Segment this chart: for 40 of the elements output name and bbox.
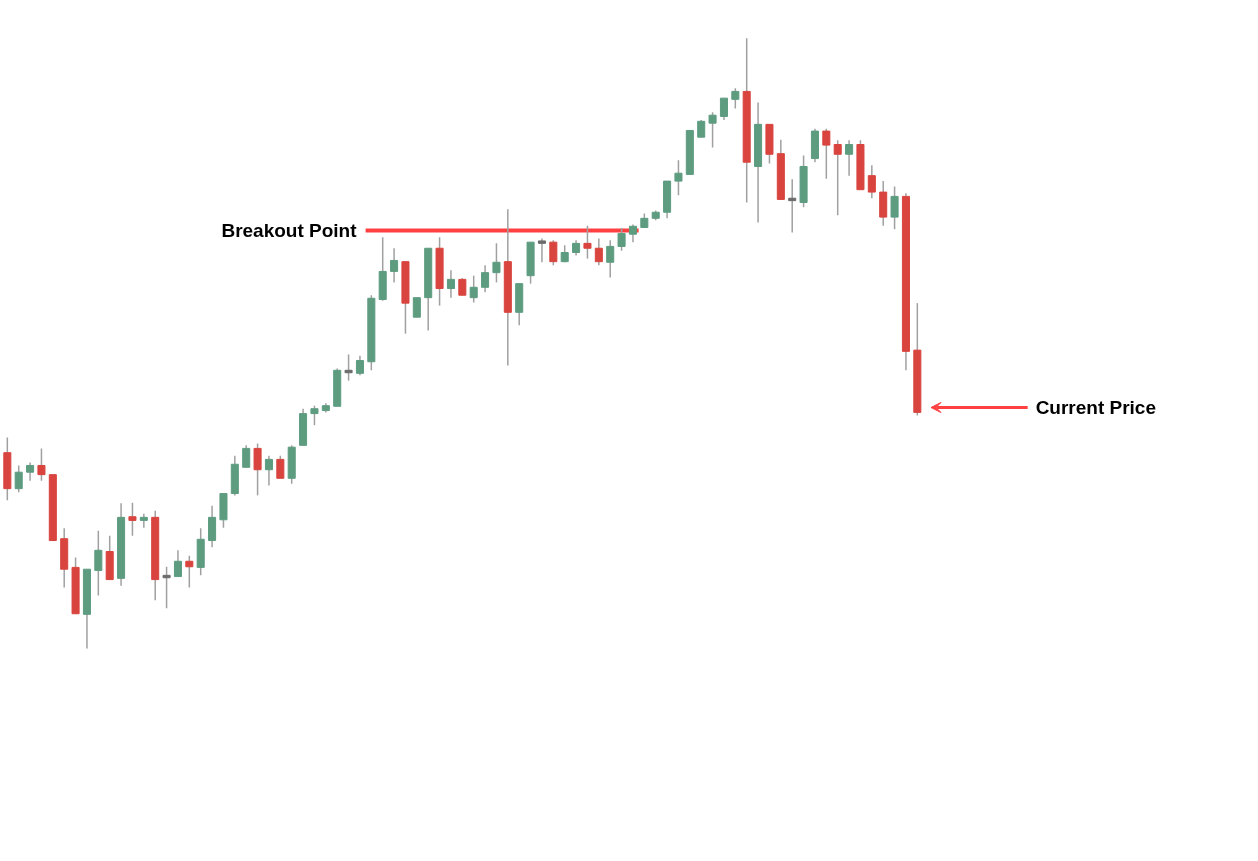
candlestick [128, 501, 137, 537]
candlestick [355, 354, 364, 376]
candlestick [208, 505, 217, 548]
text: Current Price [1035, 397, 1156, 419]
candlestick [845, 139, 854, 177]
candlestick [37, 447, 46, 482]
candlestick [253, 442, 262, 497]
candlestick [731, 87, 740, 110]
candlestick [390, 247, 399, 284]
candlestick [822, 127, 831, 180]
candlestick [185, 555, 194, 589]
candlestick [173, 549, 182, 578]
candlestick [674, 159, 683, 196]
candlestick [276, 454, 285, 480]
candlestick [94, 530, 103, 597]
candlestick [549, 239, 558, 267]
candlestick [719, 97, 728, 121]
candlestick [890, 185, 899, 231]
candlestick [412, 297, 421, 318]
candlestick [14, 464, 23, 494]
candlestick [264, 454, 273, 487]
candlestick [617, 227, 626, 252]
candlestick [162, 566, 171, 610]
candlestick [310, 404, 319, 426]
candlestick [606, 239, 615, 279]
candlestick [492, 242, 501, 284]
candlestick [833, 139, 842, 217]
candlestick [583, 224, 592, 260]
candlestick [26, 461, 35, 482]
candlestick [446, 269, 455, 299]
candlestick [139, 512, 148, 529]
candlestick [481, 264, 490, 293]
candlestick [594, 237, 603, 267]
ref-line-label: Breakout Point [221, 220, 358, 242]
candlestick [708, 111, 717, 149]
candlestick [469, 274, 478, 304]
candlestick [537, 237, 546, 264]
candlestick [867, 164, 876, 199]
candlestick [344, 353, 353, 382]
candlestick [242, 444, 251, 469]
